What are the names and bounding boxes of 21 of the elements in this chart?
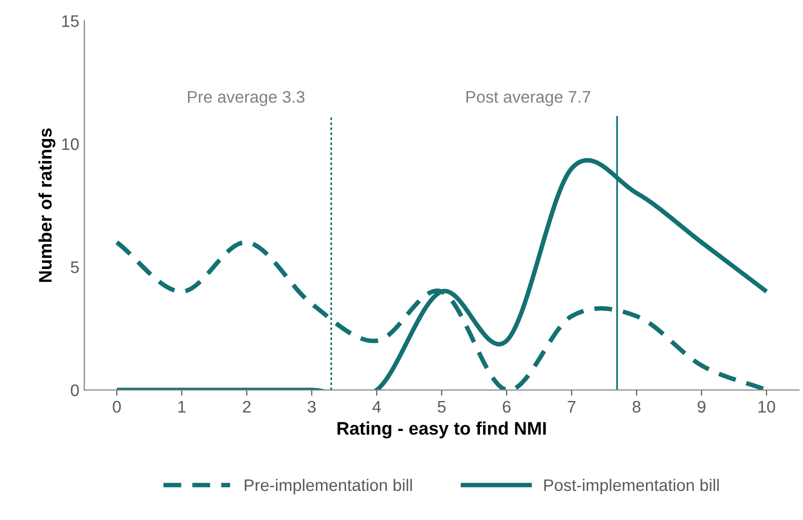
ref-line-label: Post average 7.7	[466, 91, 590, 106]
ref-line-label: Pre average 3.3	[188, 91, 304, 106]
y-axis-title: Number of ratings	[38, 128, 56, 282]
x-tick-label: 0	[112, 400, 121, 413]
legend-label: Post-implementation bill	[544, 478, 719, 494]
x-tick-label: 5	[438, 401, 446, 413]
x-tick-label: 1	[178, 401, 186, 412]
legend-label: Pre-implementation bill	[244, 478, 412, 494]
x-tick-label: 6	[502, 400, 511, 413]
y-tick-label: 0	[70, 384, 79, 396]
x-tick-label: 7	[568, 401, 576, 412]
x-tick-label: 4	[372, 401, 381, 412]
y-tick-label: 5	[70, 262, 79, 274]
y-tick-label: 15	[62, 15, 79, 28]
x-tick-label: 8	[632, 400, 640, 413]
y-tick-label: 10	[62, 138, 79, 150]
x-tick-label: 9	[698, 400, 706, 413]
x-axis-title: Rating - easy to find NMI	[338, 422, 546, 438]
x-tick-label: 10	[758, 400, 776, 413]
x-tick-label: 2	[242, 400, 251, 412]
x-tick-label: 3	[308, 400, 316, 413]
